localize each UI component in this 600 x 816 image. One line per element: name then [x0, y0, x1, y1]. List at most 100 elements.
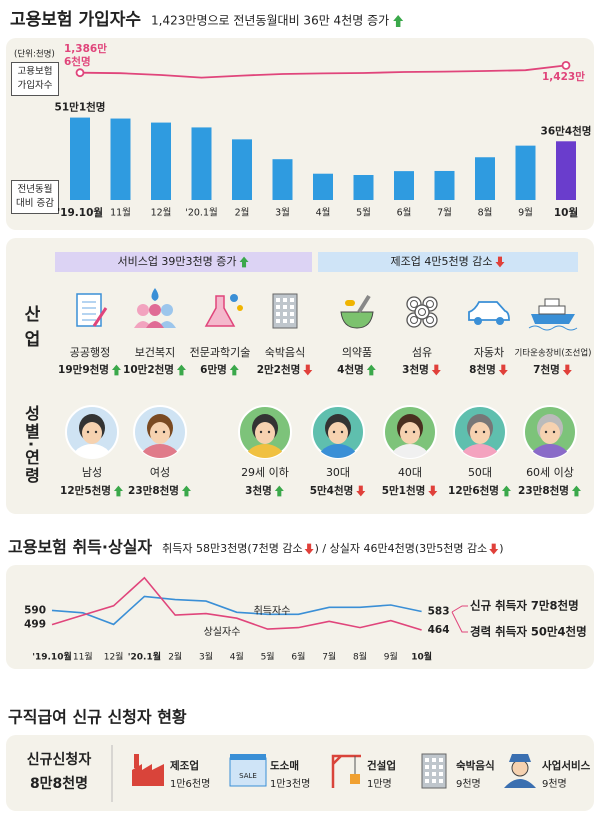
icon	[410, 316, 418, 324]
avatar	[530, 414, 570, 458]
avatar	[390, 414, 430, 458]
trend-arrow	[489, 543, 499, 555]
icon	[290, 319, 294, 323]
x-tick-label: 12월	[104, 651, 124, 663]
avatar-eye	[86, 430, 90, 434]
icon	[538, 305, 566, 315]
avatar-eye	[404, 430, 408, 434]
icon	[425, 772, 429, 776]
icon-sign: SALE	[239, 772, 257, 780]
icon	[426, 300, 434, 308]
x-tick-label: '19.10월	[57, 206, 103, 219]
item-name: 도소매	[270, 759, 299, 772]
chart-subtitle: 1,423만명으로 전년동월대비 36만 4천명 증가	[151, 13, 389, 28]
line	[79, 64, 567, 79]
icon	[468, 301, 510, 321]
bar	[394, 171, 414, 200]
item-value: 23만8천명	[518, 484, 569, 497]
item-name: 전문과학기술	[190, 346, 251, 359]
bar	[475, 157, 495, 200]
group-label: 서비스업 39만3천명 증가	[117, 254, 236, 268]
x-tick-label: 10월	[554, 206, 578, 219]
x-tick-label: '20.1월	[128, 651, 161, 663]
x-tick-label: 5월	[356, 207, 371, 219]
group-header	[318, 252, 578, 272]
row-label: 산업	[20, 305, 40, 355]
item-value: 9천명	[542, 778, 567, 790]
line-value-label: 1,386만 6천명	[64, 42, 107, 68]
panel	[6, 735, 594, 811]
unit-label: (단위:천명)	[14, 49, 55, 60]
icon	[432, 779, 436, 783]
item-name: 제조업	[170, 759, 199, 772]
avatar-body	[390, 444, 430, 458]
bar	[191, 127, 212, 200]
icon	[283, 298, 287, 302]
item-name: 여성	[150, 466, 170, 479]
icon	[149, 304, 161, 316]
avatar-eye	[474, 430, 478, 434]
annotation-value: 50만4천명	[531, 625, 587, 639]
legend-entry-box: 고용보험 가입자수	[11, 62, 59, 96]
icon	[230, 294, 238, 302]
trend-arrow	[571, 485, 581, 497]
item-name: 건설업	[367, 759, 396, 772]
avatar-eye	[412, 430, 416, 434]
item-value: 3천명	[402, 363, 429, 376]
total-value: 8만8천명	[30, 775, 88, 792]
bar	[515, 145, 536, 200]
x-tick-label: 11월	[73, 651, 93, 663]
x-tick-label: 2월	[235, 207, 250, 219]
item-name: 의약품	[342, 345, 372, 359]
icon	[283, 305, 287, 309]
icon	[528, 325, 578, 331]
icon	[146, 321, 164, 328]
avatar-eye	[162, 430, 166, 434]
avatar-face	[255, 422, 275, 444]
icon	[151, 288, 159, 301]
icon	[161, 304, 173, 316]
x-tick-label: 6월	[291, 651, 305, 663]
bar	[70, 117, 90, 200]
icon	[418, 308, 426, 316]
x-tick-label: '19.10월	[32, 651, 72, 663]
trend-arrow	[229, 364, 239, 376]
icon	[414, 304, 430, 320]
avatar-face	[540, 422, 560, 444]
item-value: 1만명	[367, 778, 392, 790]
avatar-face	[470, 422, 490, 444]
annotation-label: 신규 취득자	[470, 599, 527, 613]
chart-subtitle: )	[499, 542, 503, 555]
line-value-label-box: 1,386만 6천명	[64, 42, 107, 68]
item-name: 숙박음식	[265, 346, 305, 359]
avatar-body	[460, 444, 500, 458]
line-point	[561, 61, 571, 70]
line-value-label: 583	[428, 606, 450, 618]
icon	[511, 759, 529, 777]
x-tick-label: 2월	[168, 651, 182, 663]
item-name: 40대	[398, 466, 422, 479]
bar	[434, 170, 455, 200]
avatar	[72, 414, 112, 458]
item-name: 보건복지	[135, 346, 175, 359]
icon	[290, 298, 294, 302]
icon	[276, 312, 280, 316]
trend-arrow	[366, 364, 376, 376]
x-tick-label: 8월	[478, 207, 493, 219]
x-tick-label: 5월	[261, 651, 275, 663]
trend-arrow	[393, 15, 404, 27]
x-tick-label: 12월	[151, 207, 172, 219]
avatar-body	[318, 444, 358, 458]
legend-entry: 전년동월 대비 증감	[11, 180, 59, 214]
icon	[92, 307, 108, 327]
icon	[331, 754, 361, 788]
avatar-eye	[482, 430, 486, 434]
chart-subtitle: 취득자 58만3천명(7천명 감소	[162, 541, 302, 555]
line-value-label: 499	[24, 619, 46, 631]
avatar	[245, 414, 285, 458]
trend-arrow	[501, 485, 511, 497]
x-tick-label: 9월	[518, 207, 533, 219]
avatar-body	[140, 444, 180, 458]
trend-arrow	[239, 256, 249, 268]
